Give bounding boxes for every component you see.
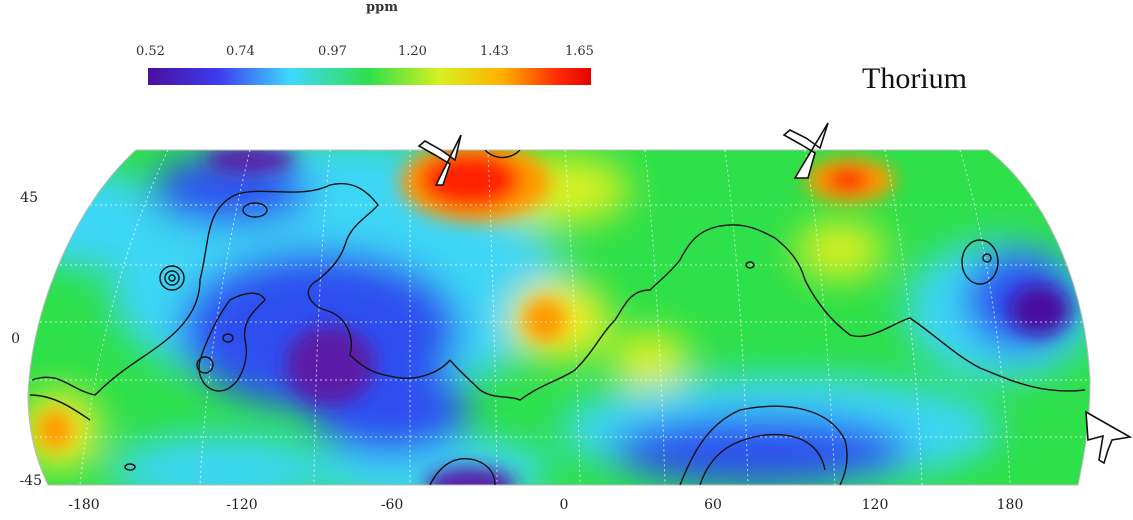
colorbar-tick-label: 0.52 [136, 44, 165, 59]
colorbar [148, 68, 591, 85]
x-axis-tick: 0 [559, 497, 569, 513]
colorbar-tick-label: 1.65 [565, 44, 594, 59]
x-axis-tick: -60 [380, 497, 404, 513]
graticule [28, 150, 1090, 485]
y-axis-tick: 45 [20, 190, 38, 206]
map-image [28, 150, 1090, 485]
y-axis-tick: -45 [19, 473, 42, 489]
x-axis-tick: -120 [226, 497, 258, 513]
colorbar-unit-label: ppm [366, 0, 398, 15]
map-frame [27, 149, 1091, 486]
arrow-marker [1085, 410, 1133, 465]
y-axis-tick: 0 [11, 331, 20, 347]
contour-lines [29, 150, 1086, 485]
x-axis-tick: 120 [861, 497, 889, 513]
colorbar-tick-label: 0.97 [318, 44, 347, 59]
x-axis-tick: 180 [996, 497, 1024, 513]
arrow-marker [782, 122, 829, 179]
colorbar-tick-label: 1.43 [480, 44, 509, 59]
colorbar-tick-label: 0.74 [226, 44, 255, 59]
colorbar-tick-label: 1.20 [398, 44, 427, 59]
x-axis-tick: -180 [68, 497, 100, 513]
x-axis-tick: 60 [704, 497, 722, 513]
map-title: Thorium [862, 62, 967, 95]
arrow-marker [417, 134, 462, 186]
